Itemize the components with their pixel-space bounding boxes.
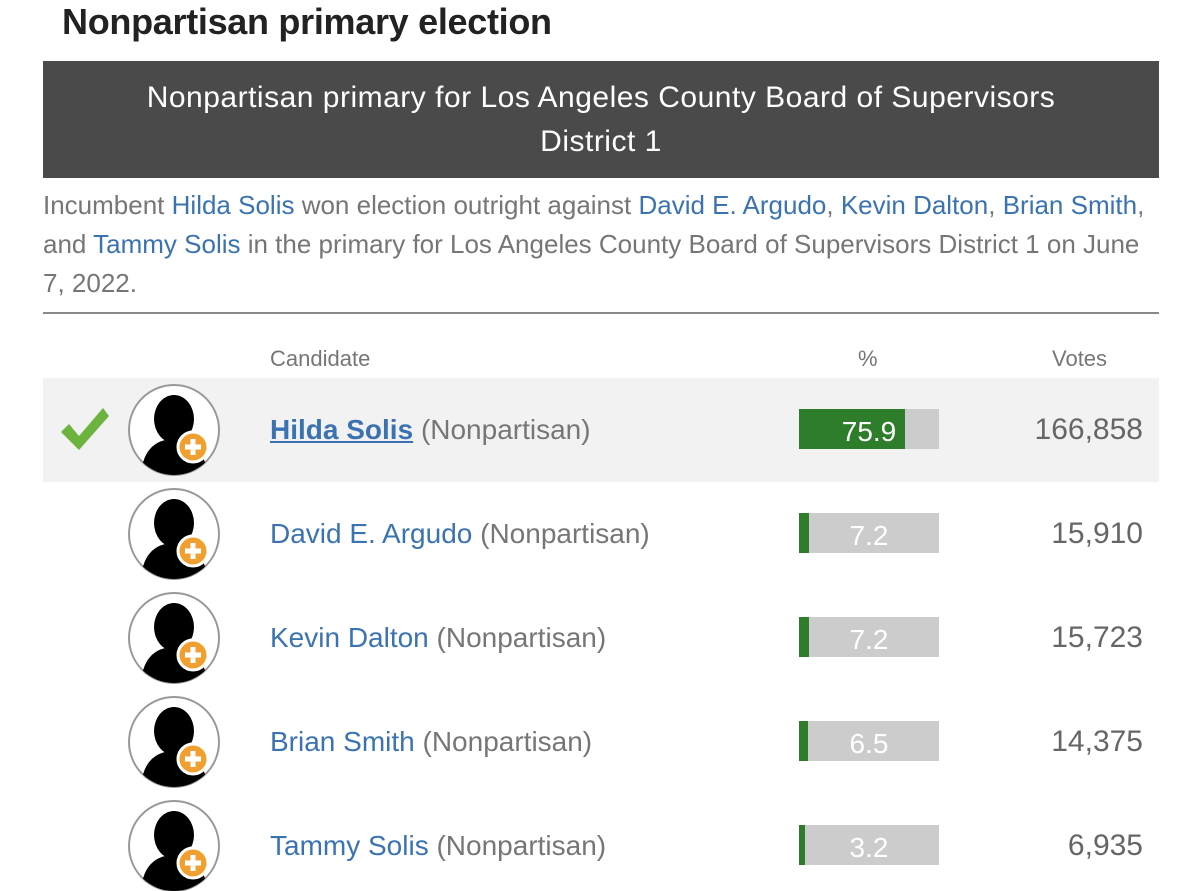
summary-prefix: Incumbent bbox=[43, 190, 172, 220]
candidate-cell: Brian Smith (Nonpartisan) bbox=[270, 722, 592, 762]
vote-share-bar: 7.2 bbox=[799, 617, 939, 657]
summary-separator: , and bbox=[43, 190, 1145, 259]
section-heading: Nonpartisan primary election bbox=[62, 1, 552, 42]
vote-share-bar: 75.9 bbox=[799, 409, 939, 449]
summary-link-winner[interactable]: Hilda Solis bbox=[171, 190, 295, 220]
vote-count: 166,858 bbox=[1034, 413, 1143, 446]
summary-separator: , bbox=[826, 190, 841, 220]
vote-count: 6,935 bbox=[1067, 829, 1143, 862]
summary-link-opponent[interactable]: Tammy Solis bbox=[93, 229, 241, 259]
vote-share-value: 6.5 bbox=[849, 728, 889, 759]
summary-suffix: in the primary for Los Angeles County Bo… bbox=[43, 229, 1140, 298]
table-row: Brian Smith (Nonpartisan) 6.5 14,375 bbox=[43, 690, 1159, 794]
table-row: Hilda Solis (Nonpartisan) 75.9 166,858 bbox=[43, 378, 1159, 482]
table-row: Tammy Solis (Nonpartisan) 3.2 6,935 bbox=[43, 794, 1159, 891]
race-title: Nonpartisan primary for Los Angeles Coun… bbox=[146, 80, 1056, 158]
summary-link-opponent[interactable]: Brian Smith bbox=[1002, 190, 1138, 220]
candidate-party: (Nonpartisan) bbox=[436, 830, 607, 861]
vote-share-bar: 7.2 bbox=[799, 513, 939, 553]
vote-share-value: 7.2 bbox=[849, 520, 889, 551]
avatar-placeholder-icon[interactable] bbox=[127, 591, 221, 685]
vote-share-value: 7.2 bbox=[849, 624, 889, 655]
vote-count: 14,375 bbox=[1051, 725, 1143, 758]
vote-share-bar: 3.2 bbox=[799, 825, 939, 865]
avatar-placeholder-icon[interactable] bbox=[127, 487, 221, 581]
vote-count: 15,723 bbox=[1051, 621, 1143, 654]
avatar-placeholder-icon[interactable] bbox=[127, 695, 221, 789]
divider bbox=[43, 312, 1159, 314]
vote-count: 15,910 bbox=[1051, 517, 1143, 550]
summary-link-opponent[interactable]: David E. Argudo bbox=[638, 190, 827, 220]
vote-share-bar: 6.5 bbox=[799, 721, 939, 761]
summary-link-opponent[interactable]: Kevin Dalton bbox=[840, 190, 989, 220]
vote-share-fill bbox=[799, 825, 805, 865]
candidate-name-link[interactable]: David E. Argudo bbox=[270, 518, 473, 549]
vote-share-fill bbox=[799, 617, 809, 657]
candidate-party: (Nonpartisan) bbox=[420, 414, 591, 445]
column-header-percent: % bbox=[858, 346, 878, 371]
candidate-name-link[interactable]: Kevin Dalton bbox=[270, 622, 429, 653]
vote-share-fill bbox=[799, 721, 808, 761]
candidate-party: (Nonpartisan) bbox=[480, 518, 650, 549]
table-row: David E. Argudo (Nonpartisan) 7.2 15,910 bbox=[43, 482, 1159, 586]
candidate-cell: Hilda Solis (Nonpartisan) bbox=[270, 410, 591, 450]
avatar-placeholder-icon[interactable] bbox=[127, 799, 221, 891]
candidate-cell: David E. Argudo (Nonpartisan) bbox=[270, 514, 650, 554]
candidate-cell: Kevin Dalton (Nonpartisan) bbox=[270, 618, 606, 658]
avatar-placeholder-icon[interactable] bbox=[127, 383, 221, 477]
vote-share-fill bbox=[799, 409, 905, 449]
race-summary: Incumbent Hilda Solis won election outri… bbox=[43, 186, 1159, 303]
table-row: Kevin Dalton (Nonpartisan) 7.2 15,723 bbox=[43, 586, 1159, 690]
vote-share-fill bbox=[799, 513, 809, 553]
vote-share-value: 75.9 bbox=[841, 416, 897, 447]
candidate-cell: Tammy Solis (Nonpartisan) bbox=[270, 826, 606, 866]
candidate-party: (Nonpartisan) bbox=[422, 726, 593, 757]
candidate-party: (Nonpartisan) bbox=[436, 622, 607, 653]
candidate-name-link[interactable]: Tammy Solis bbox=[270, 830, 429, 861]
checkmark-icon bbox=[61, 408, 109, 450]
candidate-name-link[interactable]: Hilda Solis bbox=[270, 414, 414, 445]
race-title-banner: Nonpartisan primary for Los Angeles Coun… bbox=[43, 61, 1159, 178]
summary-mid: won election outright against bbox=[294, 190, 639, 220]
column-header-candidate: Candidate bbox=[270, 346, 371, 371]
candidate-name-link[interactable]: Brian Smith bbox=[270, 726, 415, 757]
vote-share-value: 3.2 bbox=[849, 832, 889, 863]
column-header-votes: Votes bbox=[1052, 346, 1108, 371]
summary-separator: , bbox=[988, 190, 1003, 220]
